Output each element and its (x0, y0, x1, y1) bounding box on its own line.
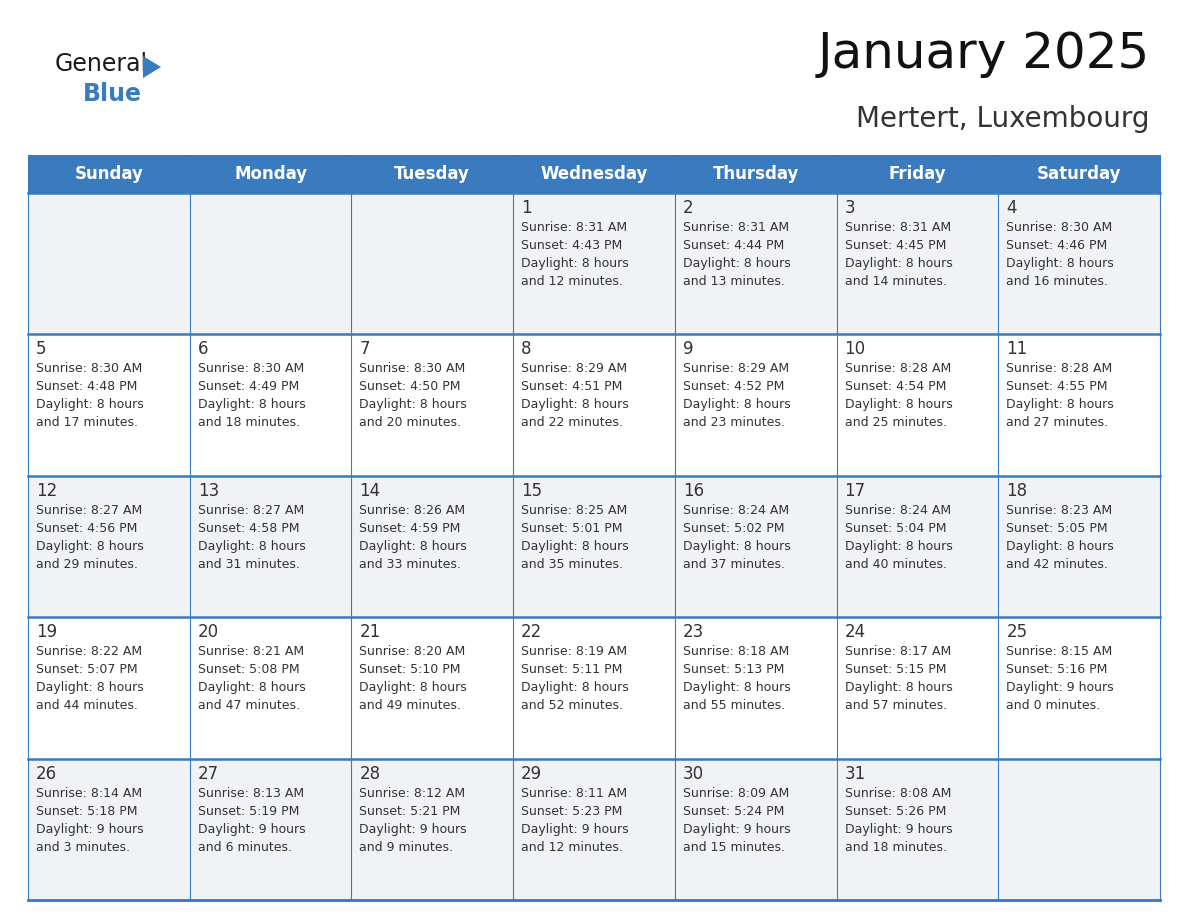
Text: Sunrise: 8:24 AM
Sunset: 5:04 PM
Daylight: 8 hours
and 40 minutes.: Sunrise: 8:24 AM Sunset: 5:04 PM Dayligh… (845, 504, 953, 571)
Polygon shape (29, 617, 1159, 758)
Text: 13: 13 (197, 482, 219, 499)
Polygon shape (143, 56, 162, 78)
Text: 11: 11 (1006, 341, 1028, 358)
Text: 20: 20 (197, 623, 219, 641)
Text: Sunrise: 8:23 AM
Sunset: 5:05 PM
Daylight: 8 hours
and 42 minutes.: Sunrise: 8:23 AM Sunset: 5:05 PM Dayligh… (1006, 504, 1114, 571)
Text: Sunrise: 8:11 AM
Sunset: 5:23 PM
Daylight: 9 hours
and 12 minutes.: Sunrise: 8:11 AM Sunset: 5:23 PM Dayligh… (522, 787, 628, 854)
Text: Sunrise: 8:25 AM
Sunset: 5:01 PM
Daylight: 8 hours
and 35 minutes.: Sunrise: 8:25 AM Sunset: 5:01 PM Dayligh… (522, 504, 628, 571)
Text: 25: 25 (1006, 623, 1028, 641)
Text: Sunrise: 8:13 AM
Sunset: 5:19 PM
Daylight: 9 hours
and 6 minutes.: Sunrise: 8:13 AM Sunset: 5:19 PM Dayligh… (197, 787, 305, 854)
Text: Thursday: Thursday (713, 165, 798, 183)
Text: 24: 24 (845, 623, 866, 641)
Text: Sunrise: 8:09 AM
Sunset: 5:24 PM
Daylight: 9 hours
and 15 minutes.: Sunrise: 8:09 AM Sunset: 5:24 PM Dayligh… (683, 787, 790, 854)
Text: Sunrise: 8:27 AM
Sunset: 4:58 PM
Daylight: 8 hours
and 31 minutes.: Sunrise: 8:27 AM Sunset: 4:58 PM Dayligh… (197, 504, 305, 571)
Polygon shape (29, 155, 1159, 193)
Text: Friday: Friday (889, 165, 946, 183)
Text: Sunrise: 8:28 AM
Sunset: 4:55 PM
Daylight: 8 hours
and 27 minutes.: Sunrise: 8:28 AM Sunset: 4:55 PM Dayligh… (1006, 363, 1114, 430)
Text: 23: 23 (683, 623, 704, 641)
Text: Sunrise: 8:29 AM
Sunset: 4:51 PM
Daylight: 8 hours
and 22 minutes.: Sunrise: 8:29 AM Sunset: 4:51 PM Dayligh… (522, 363, 628, 430)
Text: Sunrise: 8:17 AM
Sunset: 5:15 PM
Daylight: 8 hours
and 57 minutes.: Sunrise: 8:17 AM Sunset: 5:15 PM Dayligh… (845, 645, 953, 712)
Text: Sunrise: 8:26 AM
Sunset: 4:59 PM
Daylight: 8 hours
and 33 minutes.: Sunrise: 8:26 AM Sunset: 4:59 PM Dayligh… (360, 504, 467, 571)
Text: 19: 19 (36, 623, 57, 641)
Text: Tuesday: Tuesday (394, 165, 470, 183)
Text: 31: 31 (845, 765, 866, 783)
Text: Sunrise: 8:22 AM
Sunset: 5:07 PM
Daylight: 8 hours
and 44 minutes.: Sunrise: 8:22 AM Sunset: 5:07 PM Dayligh… (36, 645, 144, 712)
Text: 28: 28 (360, 765, 380, 783)
Polygon shape (29, 476, 1159, 617)
Text: 10: 10 (845, 341, 866, 358)
Text: 3: 3 (845, 199, 855, 217)
Text: Saturday: Saturday (1037, 165, 1121, 183)
Text: 14: 14 (360, 482, 380, 499)
Text: Sunrise: 8:27 AM
Sunset: 4:56 PM
Daylight: 8 hours
and 29 minutes.: Sunrise: 8:27 AM Sunset: 4:56 PM Dayligh… (36, 504, 144, 571)
Text: 22: 22 (522, 623, 543, 641)
Text: Sunrise: 8:30 AM
Sunset: 4:50 PM
Daylight: 8 hours
and 20 minutes.: Sunrise: 8:30 AM Sunset: 4:50 PM Dayligh… (360, 363, 467, 430)
Text: Sunrise: 8:20 AM
Sunset: 5:10 PM
Daylight: 8 hours
and 49 minutes.: Sunrise: 8:20 AM Sunset: 5:10 PM Dayligh… (360, 645, 467, 712)
Text: Monday: Monday (234, 165, 308, 183)
Text: Sunrise: 8:21 AM
Sunset: 5:08 PM
Daylight: 8 hours
and 47 minutes.: Sunrise: 8:21 AM Sunset: 5:08 PM Dayligh… (197, 645, 305, 712)
Text: 16: 16 (683, 482, 704, 499)
Text: 29: 29 (522, 765, 542, 783)
Text: Mertert, Luxembourg: Mertert, Luxembourg (857, 105, 1150, 133)
Text: Sunrise: 8:29 AM
Sunset: 4:52 PM
Daylight: 8 hours
and 23 minutes.: Sunrise: 8:29 AM Sunset: 4:52 PM Dayligh… (683, 363, 790, 430)
Text: Sunrise: 8:12 AM
Sunset: 5:21 PM
Daylight: 9 hours
and 9 minutes.: Sunrise: 8:12 AM Sunset: 5:21 PM Dayligh… (360, 787, 467, 854)
Text: Wednesday: Wednesday (541, 165, 647, 183)
Text: January 2025: January 2025 (817, 30, 1150, 78)
Text: Sunrise: 8:31 AM
Sunset: 4:45 PM
Daylight: 8 hours
and 14 minutes.: Sunrise: 8:31 AM Sunset: 4:45 PM Dayligh… (845, 221, 953, 288)
Text: Sunrise: 8:28 AM
Sunset: 4:54 PM
Daylight: 8 hours
and 25 minutes.: Sunrise: 8:28 AM Sunset: 4:54 PM Dayligh… (845, 363, 953, 430)
Text: 5: 5 (36, 341, 46, 358)
Text: 9: 9 (683, 341, 694, 358)
Text: Sunday: Sunday (75, 165, 144, 183)
Text: Sunrise: 8:18 AM
Sunset: 5:13 PM
Daylight: 8 hours
and 55 minutes.: Sunrise: 8:18 AM Sunset: 5:13 PM Dayligh… (683, 645, 790, 712)
Text: 27: 27 (197, 765, 219, 783)
Polygon shape (29, 334, 1159, 476)
Text: Sunrise: 8:30 AM
Sunset: 4:49 PM
Daylight: 8 hours
and 18 minutes.: Sunrise: 8:30 AM Sunset: 4:49 PM Dayligh… (197, 363, 305, 430)
Text: 21: 21 (360, 623, 380, 641)
Text: Sunrise: 8:31 AM
Sunset: 4:44 PM
Daylight: 8 hours
and 13 minutes.: Sunrise: 8:31 AM Sunset: 4:44 PM Dayligh… (683, 221, 790, 288)
Text: 4: 4 (1006, 199, 1017, 217)
Text: Sunrise: 8:14 AM
Sunset: 5:18 PM
Daylight: 9 hours
and 3 minutes.: Sunrise: 8:14 AM Sunset: 5:18 PM Dayligh… (36, 787, 144, 854)
Text: 17: 17 (845, 482, 866, 499)
Text: Sunrise: 8:30 AM
Sunset: 4:46 PM
Daylight: 8 hours
and 16 minutes.: Sunrise: 8:30 AM Sunset: 4:46 PM Dayligh… (1006, 221, 1114, 288)
Text: 2: 2 (683, 199, 694, 217)
Text: Sunrise: 8:31 AM
Sunset: 4:43 PM
Daylight: 8 hours
and 12 minutes.: Sunrise: 8:31 AM Sunset: 4:43 PM Dayligh… (522, 221, 628, 288)
Text: 15: 15 (522, 482, 542, 499)
Polygon shape (29, 758, 1159, 900)
Polygon shape (29, 193, 1159, 334)
Text: General: General (55, 52, 148, 76)
Text: 1: 1 (522, 199, 532, 217)
Text: Blue: Blue (83, 82, 143, 106)
Text: 26: 26 (36, 765, 57, 783)
Text: 6: 6 (197, 341, 208, 358)
Text: 18: 18 (1006, 482, 1028, 499)
Text: 30: 30 (683, 765, 704, 783)
Text: Sunrise: 8:24 AM
Sunset: 5:02 PM
Daylight: 8 hours
and 37 minutes.: Sunrise: 8:24 AM Sunset: 5:02 PM Dayligh… (683, 504, 790, 571)
Text: Sunrise: 8:19 AM
Sunset: 5:11 PM
Daylight: 8 hours
and 52 minutes.: Sunrise: 8:19 AM Sunset: 5:11 PM Dayligh… (522, 645, 628, 712)
Text: 7: 7 (360, 341, 369, 358)
Text: 8: 8 (522, 341, 532, 358)
Text: Sunrise: 8:08 AM
Sunset: 5:26 PM
Daylight: 9 hours
and 18 minutes.: Sunrise: 8:08 AM Sunset: 5:26 PM Dayligh… (845, 787, 953, 854)
Text: Sunrise: 8:15 AM
Sunset: 5:16 PM
Daylight: 9 hours
and 0 minutes.: Sunrise: 8:15 AM Sunset: 5:16 PM Dayligh… (1006, 645, 1114, 712)
Text: Sunrise: 8:30 AM
Sunset: 4:48 PM
Daylight: 8 hours
and 17 minutes.: Sunrise: 8:30 AM Sunset: 4:48 PM Dayligh… (36, 363, 144, 430)
Text: 12: 12 (36, 482, 57, 499)
